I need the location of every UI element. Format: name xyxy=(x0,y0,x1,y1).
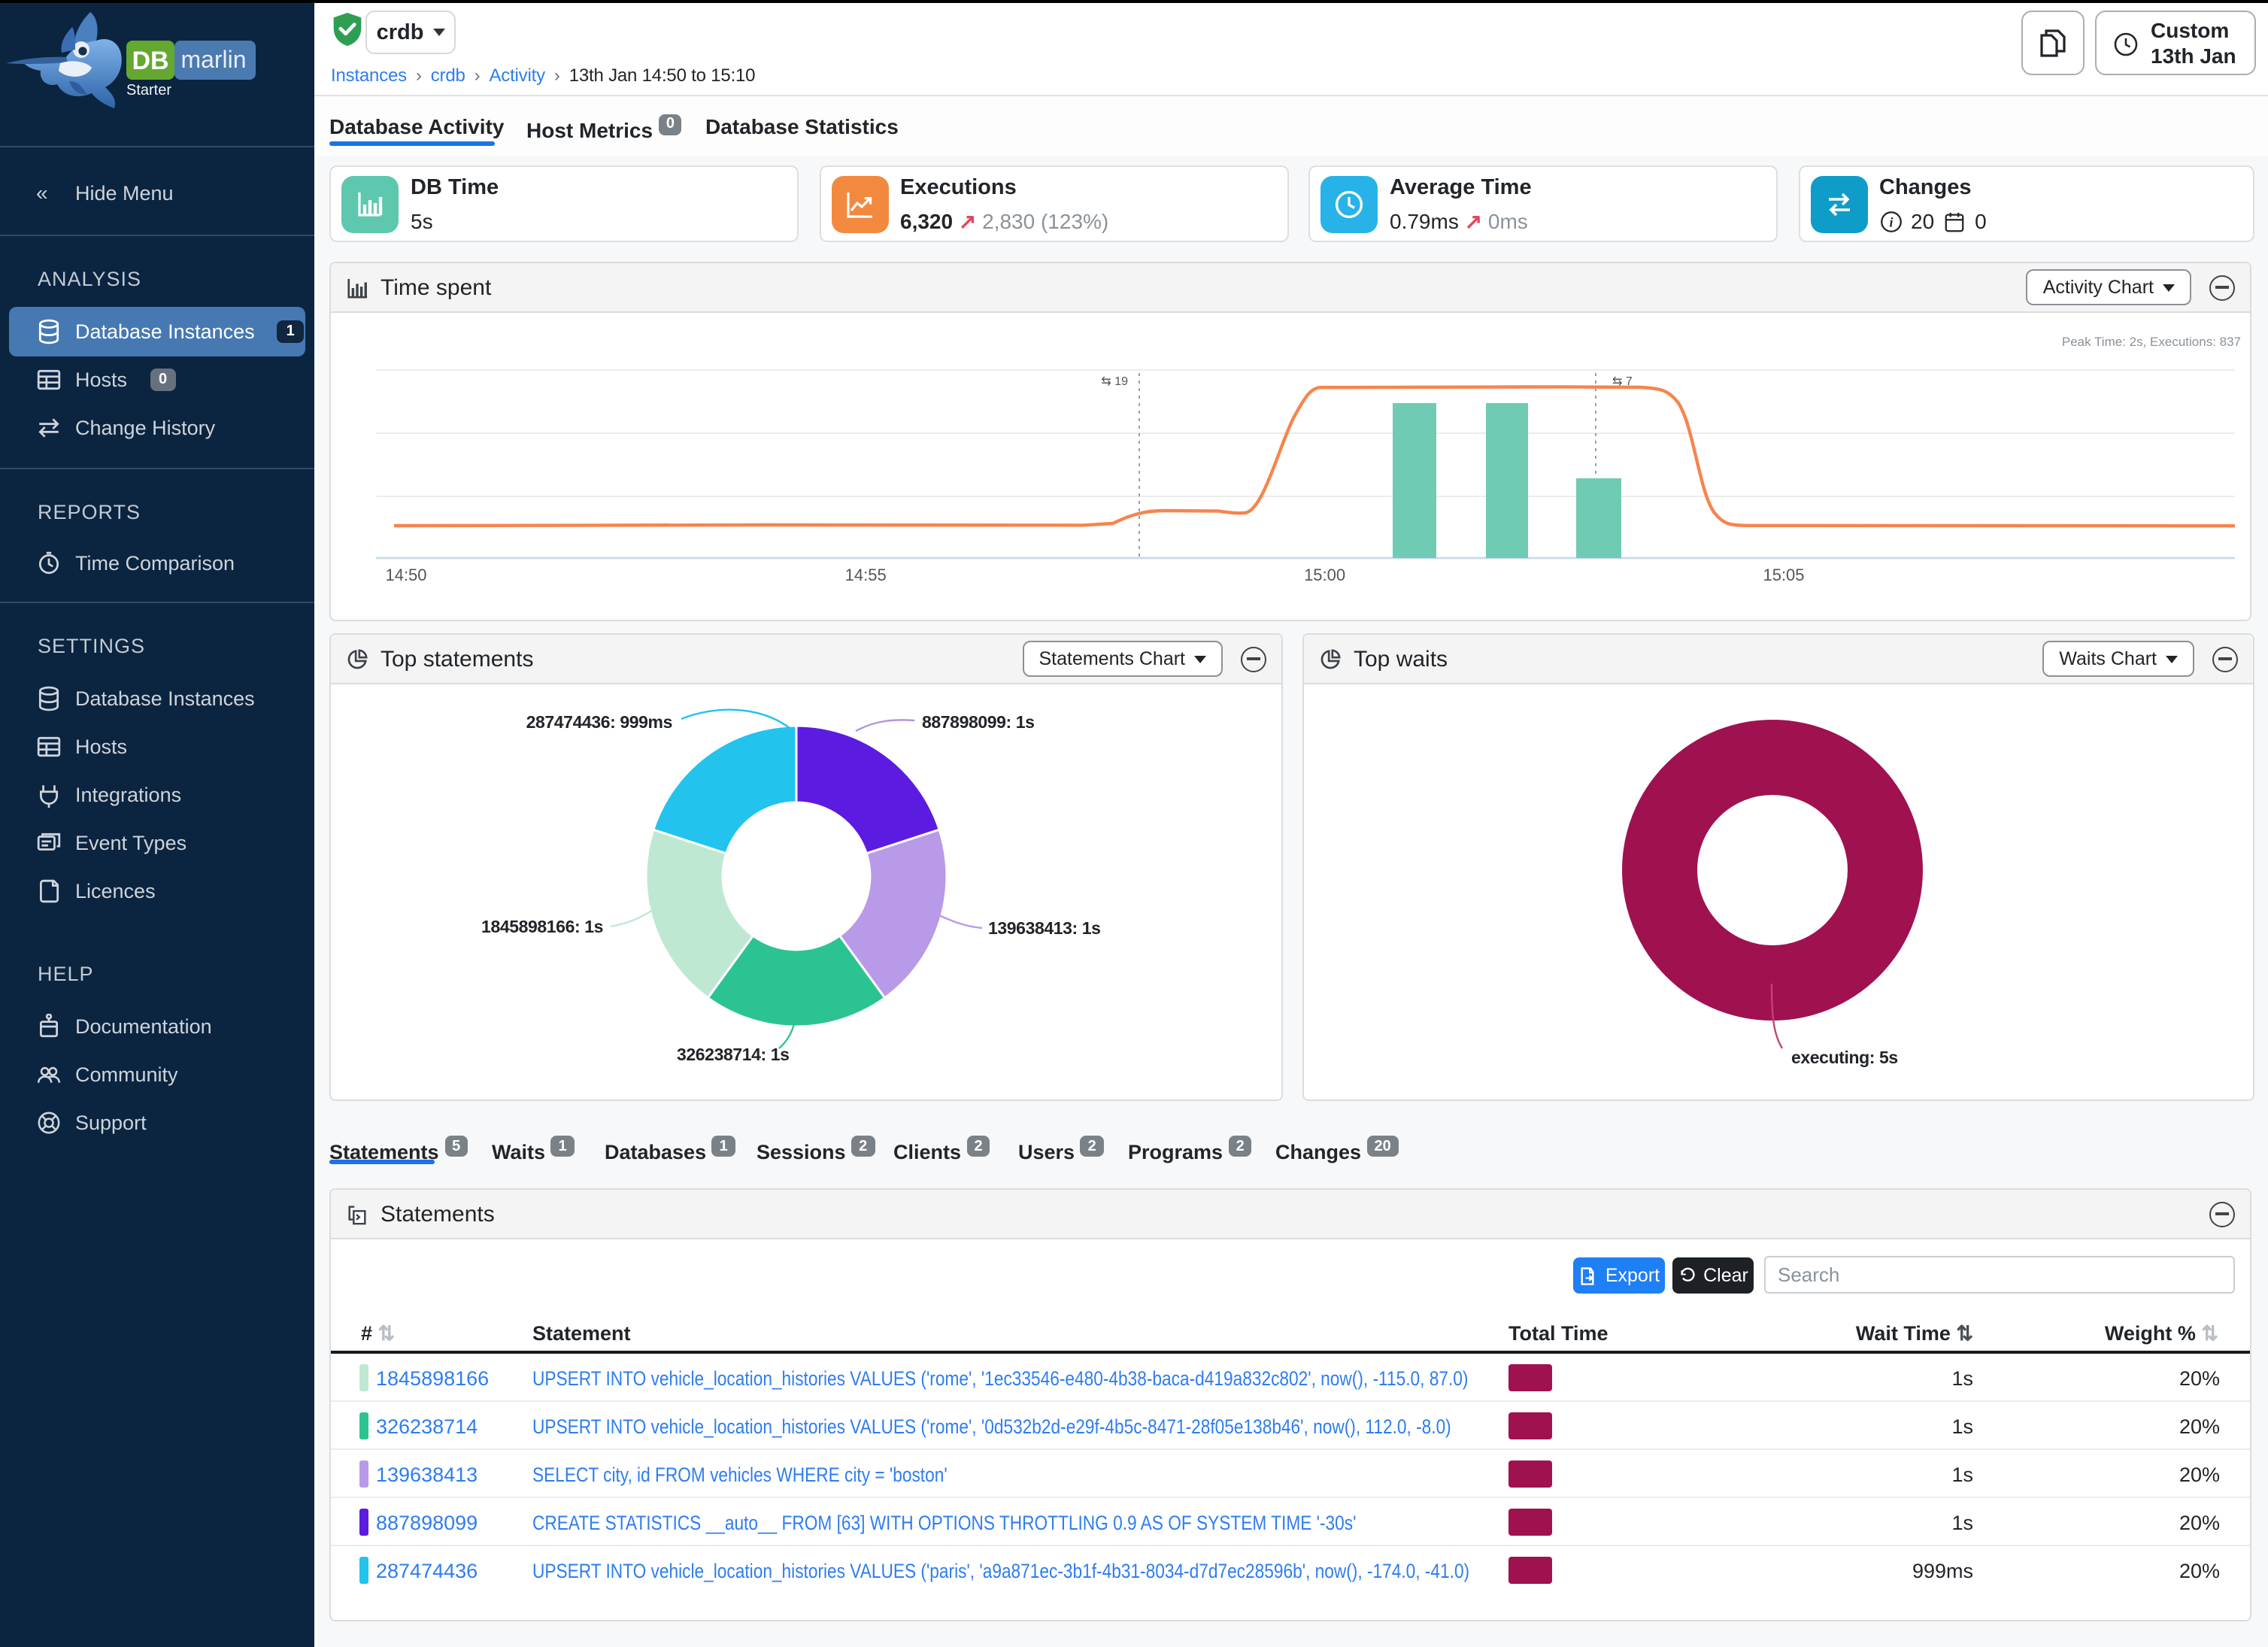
svg-text:15:00: 15:00 xyxy=(1304,566,1345,584)
svg-text:887898099: 1s: 887898099: 1s xyxy=(922,712,1035,732)
svg-text:⇆ 7: ⇆ 7 xyxy=(1612,375,1633,388)
svg-text:14:50: 14:50 xyxy=(385,566,426,584)
svg-text:i: i xyxy=(1889,214,1893,229)
svg-text:15:05: 15:05 xyxy=(1763,566,1804,584)
svg-text:executing: 5s: executing: 5s xyxy=(1791,1048,1898,1067)
svg-text:1845898166: 1s: 1845898166: 1s xyxy=(481,917,603,936)
svg-text:marlin: marlin xyxy=(180,46,246,73)
svg-text:14:55: 14:55 xyxy=(845,566,887,584)
svg-text:326238714: 1s: 326238714: 1s xyxy=(677,1045,790,1064)
svg-text:Starter: Starter xyxy=(126,82,171,99)
svg-text:DB: DB xyxy=(132,47,168,75)
svg-text:⇆ 19: ⇆ 19 xyxy=(1101,375,1128,388)
svg-text:Peak Time: 2s, Executions: 837: Peak Time: 2s, Executions: 837 xyxy=(2062,335,2241,349)
svg-text:287474436: 999ms: 287474436: 999ms xyxy=(526,712,672,732)
svg-text:139638413: 1s: 139638413: 1s xyxy=(988,918,1101,938)
